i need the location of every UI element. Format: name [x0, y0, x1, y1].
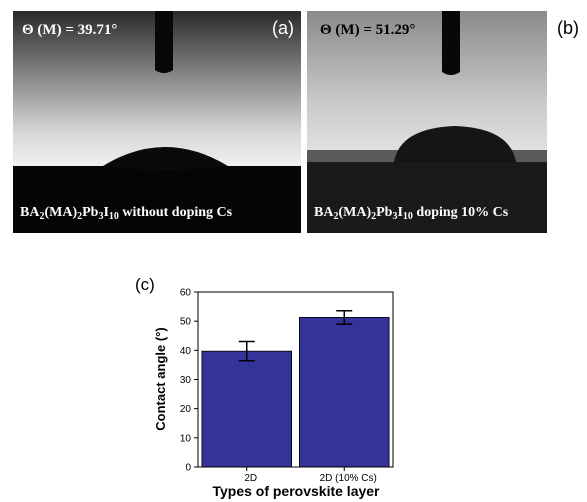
panel-label: (b)	[557, 18, 579, 38]
caption-part: doping 10% Cs	[413, 205, 509, 220]
panel-label: (c)	[135, 275, 155, 294]
y-axis-label: Contact angle (°)	[153, 327, 168, 430]
photo-a	[13, 11, 301, 233]
bar	[202, 351, 292, 467]
angle-text: Θ (M) = 51.29°	[320, 22, 415, 38]
photo-b	[307, 11, 547, 233]
caption-part: Pb	[376, 205, 393, 220]
caption-part: (MA)	[338, 205, 371, 220]
subscript: 10	[403, 211, 413, 222]
subscript: 10	[109, 211, 119, 222]
needle	[442, 11, 460, 75]
x-tick-label: 2D	[244, 473, 257, 484]
panel-label: (a)	[272, 18, 294, 38]
substrate	[307, 160, 547, 233]
y-tick-label: 20	[180, 404, 192, 415]
y-tick-label: 60	[180, 288, 192, 299]
caption-part: Pb	[82, 205, 99, 220]
y-tick-label: 10	[180, 433, 192, 444]
y-tick-label: 50	[180, 317, 192, 328]
bar	[299, 317, 389, 467]
x-tick-label: 2D (10% Cs)	[320, 473, 377, 484]
y-tick-label: 40	[180, 346, 192, 357]
figure: Θ (M) = 39.71° (a) BA2(MA)2Pb3I10 withou…	[0, 0, 587, 502]
chart: 0 10 20 30 40 50 60 2D 2D (10% Cs)	[180, 288, 393, 485]
caption-part: without doping Cs	[119, 205, 233, 220]
substrate	[13, 166, 301, 233]
y-tick-label: 0	[185, 463, 191, 474]
caption-part: BA	[20, 205, 40, 220]
caption-part: BA	[314, 205, 334, 220]
y-tick-label: 30	[180, 375, 192, 386]
caption: BA2(MA)2Pb3I10 without doping Cs	[20, 205, 233, 222]
caption-part: (MA)	[44, 205, 77, 220]
needle	[155, 11, 173, 73]
x-axis-label: Types of perovskite layer	[212, 483, 380, 499]
angle-text: Θ (M) = 39.71°	[22, 22, 117, 38]
